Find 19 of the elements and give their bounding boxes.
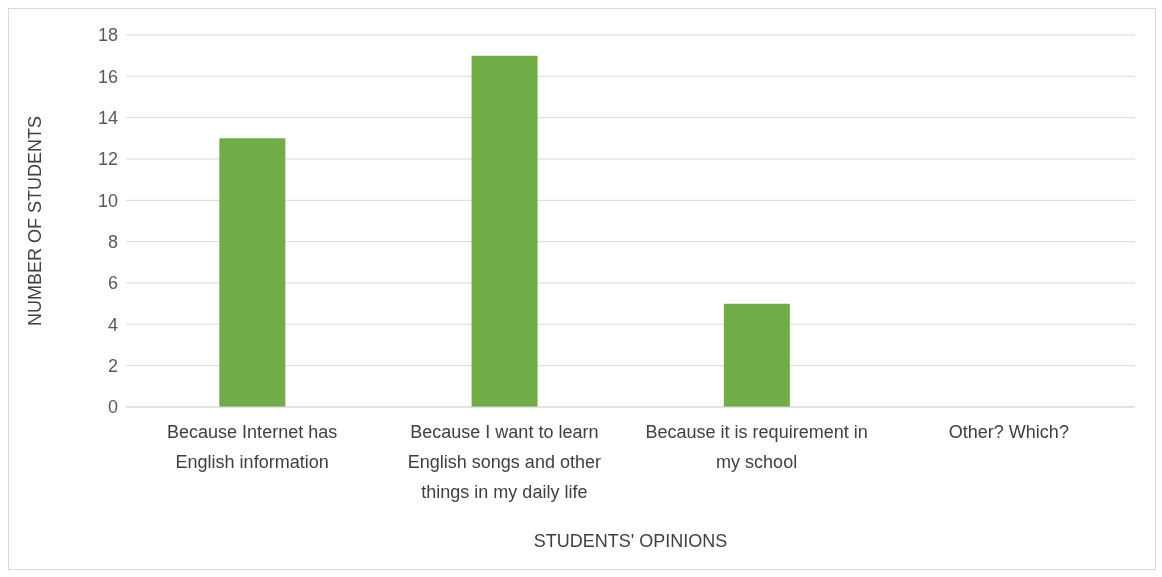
bar (723, 303, 790, 407)
y-axis-title: NUMBER OF STUDENTS (25, 115, 46, 327)
x-tick-label: Other? Which? (948, 421, 1069, 442)
y-tick-label: 14 (97, 108, 118, 129)
y-tick-label: 4 (107, 314, 118, 335)
y-tick-label: 8 (107, 232, 118, 253)
y-tick-label: 12 (97, 149, 118, 170)
x-tick-label: Because I want to learn English songs and other things in my daily life (407, 421, 601, 502)
x-tick-label: Because Internet has English information (167, 421, 338, 472)
y-tick-label: 18 (97, 25, 118, 46)
y-tick-label: 16 (97, 66, 118, 87)
y-tick-label: 6 (107, 273, 118, 294)
y-tick-label: 10 (97, 190, 118, 211)
y-tick-label: 0 (107, 397, 118, 418)
x-tick-label: Because it is requirement in my school (645, 421, 868, 472)
x-axis-title: STUDENTS' OPINIONS (533, 531, 728, 551)
bar (471, 55, 538, 407)
bar (219, 138, 286, 407)
y-tick-label: 2 (107, 356, 118, 377)
